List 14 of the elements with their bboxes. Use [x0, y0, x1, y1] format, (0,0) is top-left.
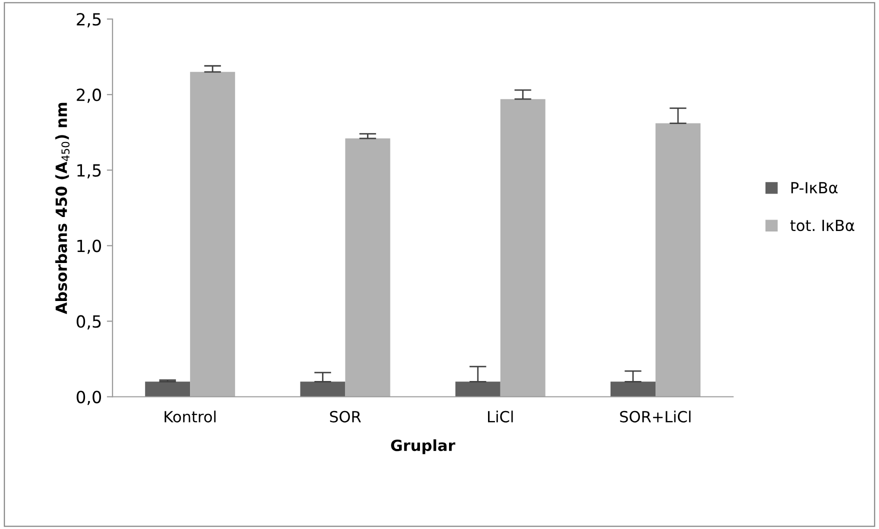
x-tick-label: LiCl [488, 410, 513, 422]
x-tick-label: Kontrol [164, 410, 216, 422]
y-tick-label: 1,5 [77, 164, 101, 178]
y-tick-label: 2,0 [76, 88, 101, 103]
legend-label: tot. IκBα [790, 220, 854, 232]
x-tick-label: SOR+LiCl [620, 410, 690, 422]
y-tick-label: 0,5 [76, 315, 101, 330]
legend-label: P-IκBα [791, 182, 838, 194]
x-tick-label: SOR [330, 410, 361, 422]
x-axis-title: Gruplar [391, 439, 456, 454]
y-tick-label: 1,0 [77, 240, 101, 254]
y-axis-title: Absorbans 450 (A$_{450}$) nm [55, 102, 70, 314]
y-tick-label: 2,5 [76, 13, 101, 28]
y-tick-label: 0,0 [76, 390, 101, 406]
